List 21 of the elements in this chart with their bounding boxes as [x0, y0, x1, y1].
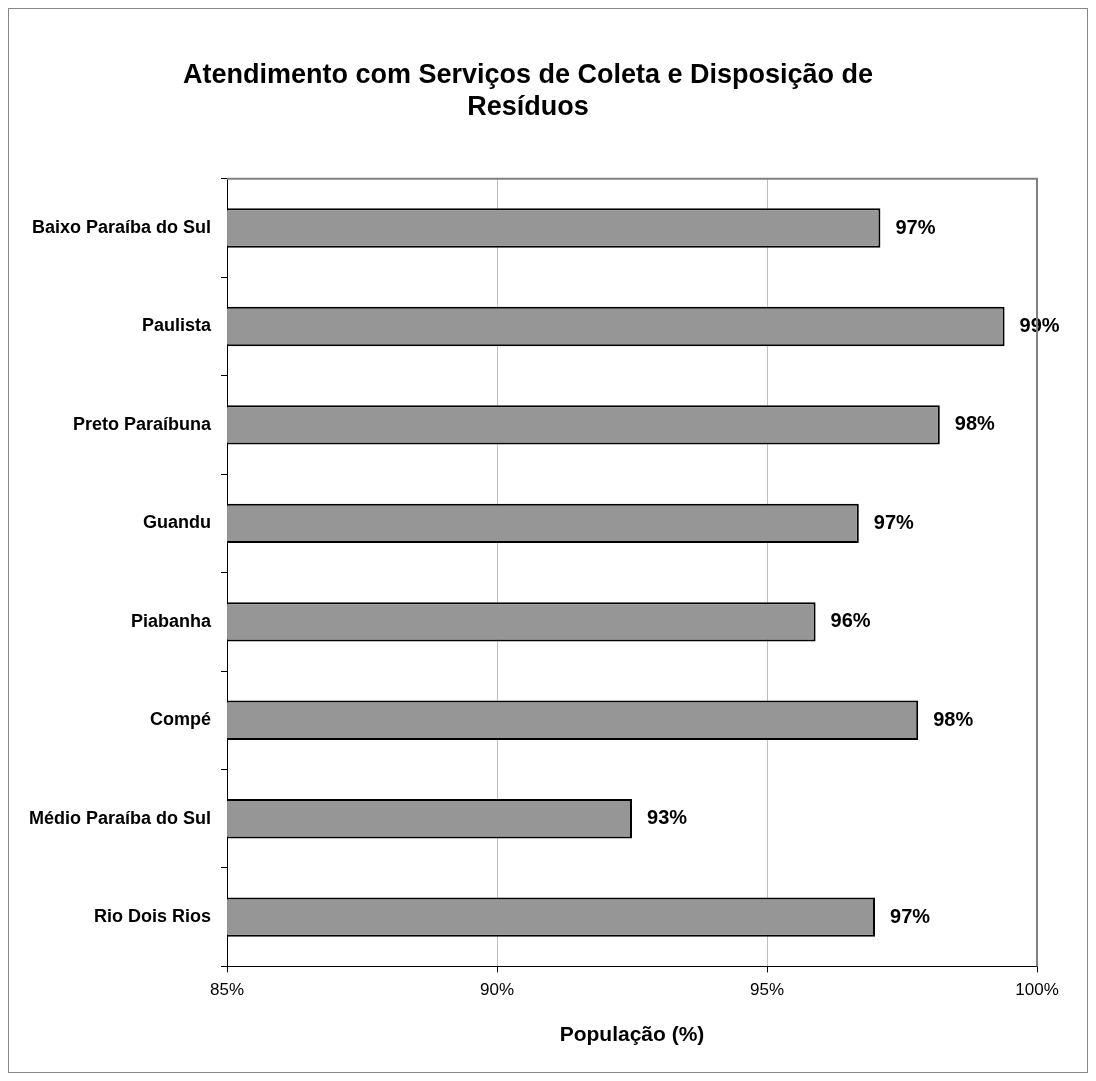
x-tick-label: 100%	[1015, 980, 1059, 1000]
x-tick-label: 85%	[210, 980, 245, 1000]
y-tick-label: Preto Paraíbuna	[72, 413, 213, 434]
y-tick-label: Paulista	[142, 315, 213, 336]
y-tick-label: Médio Paraíba do Sul	[29, 807, 212, 828]
y-tick-label: Piabanha	[131, 610, 213, 631]
x-tick-label: 90%	[480, 980, 515, 1000]
data-label: 97%	[890, 904, 931, 927]
chart-title: Atendimento com Serviços de Coleta e Disposição de Resíduos	[182, 58, 874, 122]
data-label: 98%	[933, 707, 974, 730]
data-label: 97%	[895, 215, 936, 238]
x-axis-title: População (%)	[559, 1022, 705, 1046]
data-label: 97%	[873, 510, 915, 533]
data-label: 93%	[647, 806, 688, 829]
y-tick-label: Guandu	[143, 512, 212, 533]
data-label: 96%	[830, 609, 871, 632]
y-tick-label: Rio Dois Rios	[94, 906, 212, 927]
data-label: 98%	[954, 412, 996, 435]
y-tick-label: Compé	[150, 709, 212, 730]
y-tick-label: Baixo Paraíba do Sul	[31, 216, 212, 237]
x-tick-label: 95%	[749, 980, 785, 1000]
